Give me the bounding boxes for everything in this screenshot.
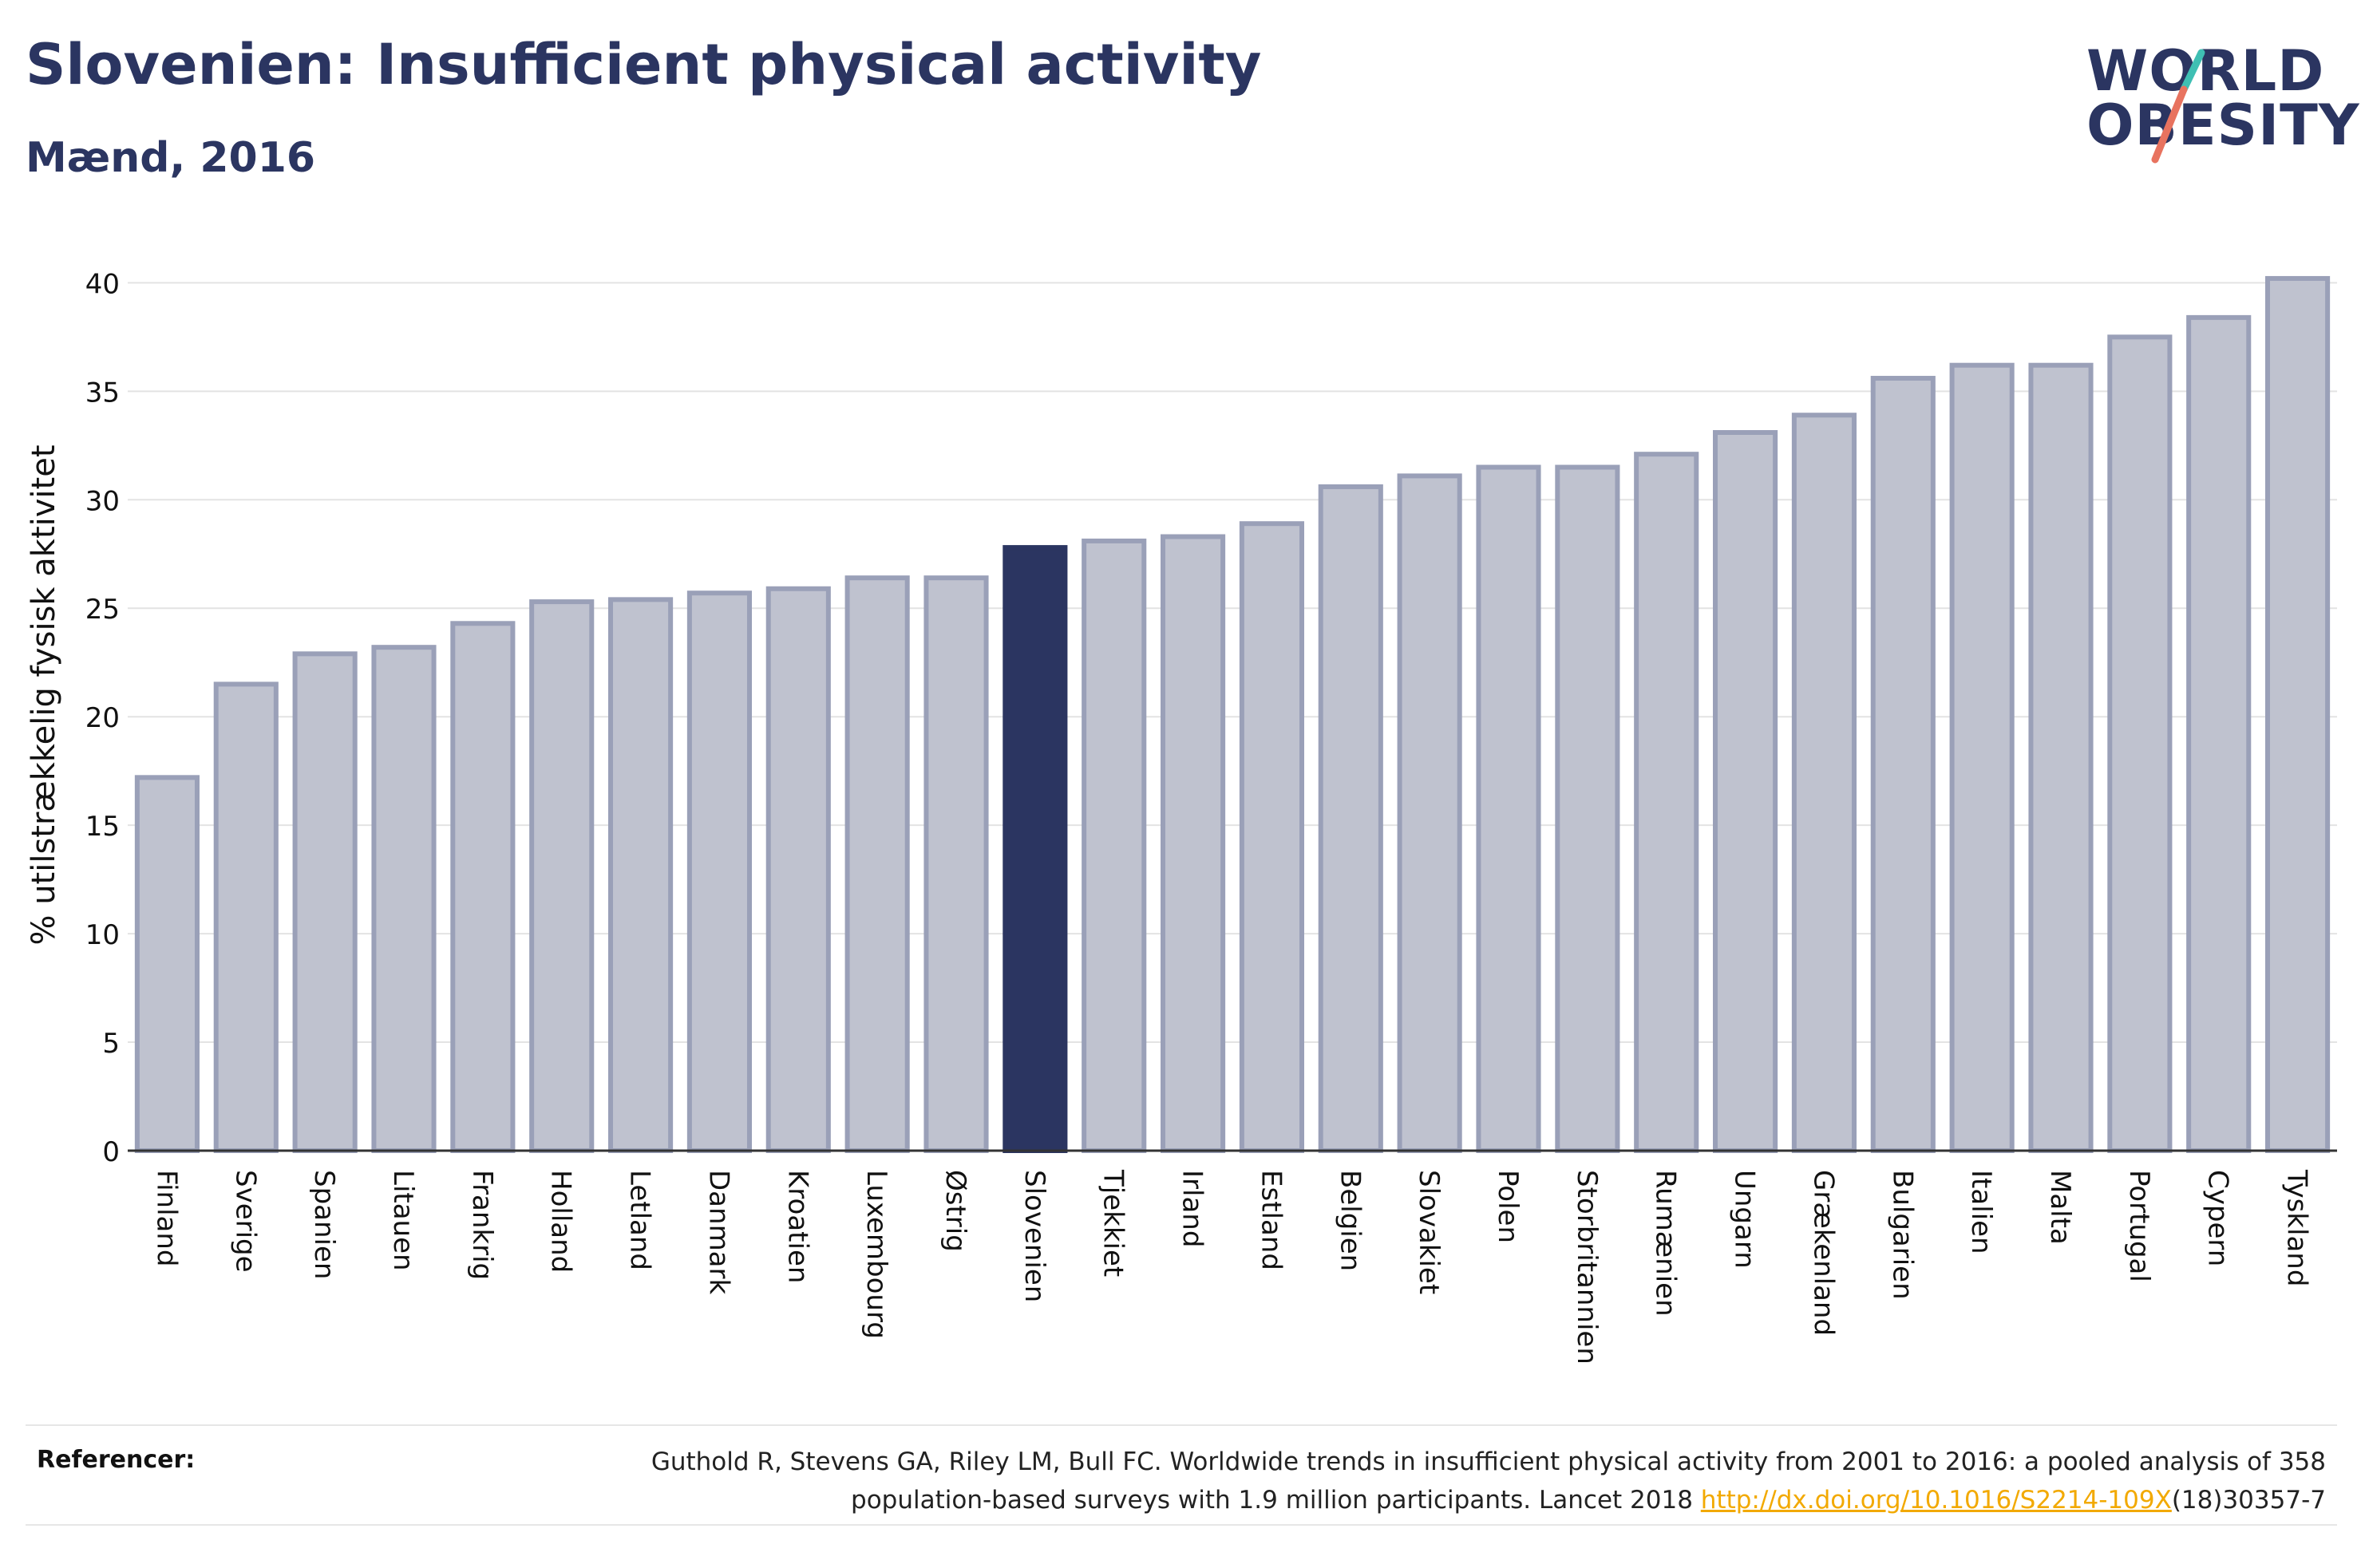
bar-holland <box>529 599 595 1153</box>
bar-luxembourg <box>844 575 910 1153</box>
x-tick-label: Frankrig <box>466 1170 498 1280</box>
x-tick-label: Kroatien <box>781 1170 813 1283</box>
x-tick-label: Holland <box>545 1170 577 1273</box>
bar-danmark <box>686 590 752 1153</box>
x-tick-label: Cypern <box>2202 1170 2234 1266</box>
bar-belgien <box>1318 484 1383 1153</box>
reference-line-1: Guthold R, Stevens GA, Riley LM, Bull FC… <box>651 1448 2326 1476</box>
x-tick-label: Slovakiet <box>1413 1170 1445 1294</box>
y-tick-label: 15 <box>85 811 120 843</box>
bar-irland <box>1161 534 1226 1153</box>
logo-line-1: WORLD <box>2086 38 2325 104</box>
bar-chart: 0 5 10 15 20 25 30 35 40 Finland Sverige Spanien Li… <box>26 268 2337 1365</box>
y-axis-ticks: 0 5 10 15 20 25 30 35 40 <box>85 268 120 1168</box>
x-tick-label: Polen <box>1492 1170 1524 1243</box>
x-tick-label: Danmark <box>702 1170 734 1294</box>
x-tick-label: Tjekkiet <box>1097 1169 1129 1277</box>
x-tick-label: Ungarn <box>1729 1170 1761 1269</box>
references-text: Guthold R, Stevens GA, Riley LM, Bull FC… <box>490 1443 2326 1519</box>
bar-malta <box>2028 362 2094 1153</box>
x-tick-label: Irland <box>1177 1170 1208 1247</box>
logo-slash-icon <box>2151 49 2205 164</box>
y-tick-label: 0 <box>102 1136 120 1168</box>
chart-subtitle: Mænd, 2016 <box>26 134 316 182</box>
x-tick-label: Malta <box>2044 1170 2076 1245</box>
x-tick-label: Bulgarien <box>1886 1170 1918 1300</box>
x-tick-label: Belgien <box>1334 1170 1366 1271</box>
bar-italien <box>1949 362 2015 1153</box>
bar-spanien <box>292 651 358 1153</box>
logo-line-2: OBESITY <box>2086 93 2360 158</box>
x-tick-label: Litauen <box>387 1170 419 1271</box>
x-tick-label: Grækenland <box>1807 1170 1839 1336</box>
y-tick-label: 20 <box>85 702 120 734</box>
bar-polen <box>1476 464 1541 1153</box>
bar-rumænien <box>1634 452 1699 1153</box>
bar-tjekkiet <box>1082 538 1147 1153</box>
y-tick-label: 40 <box>85 268 120 300</box>
bar-tyskland <box>2265 275 2331 1153</box>
bar-slovakiet <box>1397 473 1462 1153</box>
reference-line-2: population-based surveys with 1.9 millio… <box>851 1486 1701 1515</box>
x-tick-label: Rumænien <box>1650 1170 1682 1317</box>
bar-estland <box>1239 521 1304 1153</box>
bar-østrig <box>923 575 989 1153</box>
y-tick-label: 25 <box>85 594 120 626</box>
x-tick-label: Østrig <box>939 1170 971 1252</box>
bar-portugal <box>2107 334 2173 1154</box>
y-tick-label: 10 <box>85 919 120 951</box>
references-label: Referencer: <box>37 1446 196 1474</box>
x-tick-label: Tyskland <box>2281 1169 2313 1286</box>
x-tick-label: Slovenien <box>1018 1170 1050 1302</box>
bar-grækenland <box>1791 413 1857 1153</box>
x-tick-label: Estland <box>1255 1170 1287 1270</box>
y-axis-label: % utilstrækkelig fysisk aktivitet <box>26 444 62 945</box>
reference-doi-link[interactable]: http://dx.doi.org/10.1016/S2214-109X <box>1700 1486 2172 1515</box>
footer-divider-top <box>26 1424 2337 1426</box>
bar-cypern <box>2186 314 2252 1153</box>
bar-bulgarien <box>1870 376 1936 1153</box>
x-tick-label: Italien <box>1965 1170 1997 1254</box>
chart-title: Slovenien: Insufficient physical activit… <box>26 32 1262 97</box>
footer-divider-bottom <box>26 1524 2337 1526</box>
x-tick-label: Portugal <box>2123 1170 2155 1282</box>
bar-finland <box>134 775 200 1153</box>
bar-storbritannien <box>1555 464 1620 1153</box>
bar-letland <box>608 597 674 1153</box>
bar-litauen <box>371 645 437 1153</box>
bar-slovenien <box>1003 545 1068 1153</box>
y-tick-label: 30 <box>85 485 120 517</box>
x-tick-label: Spanien <box>308 1170 340 1279</box>
bar-ungarn <box>1713 429 1778 1153</box>
x-axis-labels: Finland Sverige Spanien Litauen Frankrig Holl… <box>150 1169 2312 1365</box>
y-tick-label: 5 <box>102 1028 120 1060</box>
x-tick-label: Luxembourg <box>860 1170 892 1339</box>
bar-sverige <box>213 681 279 1153</box>
x-tick-label: Finland <box>150 1170 182 1267</box>
bar-kroatien <box>765 586 831 1153</box>
bar-frankrig <box>450 621 516 1153</box>
y-tick-label: 35 <box>85 377 120 409</box>
world-obesity-logo: WORLD OBESITY <box>2075 24 2359 176</box>
x-tick-label: Sverige <box>229 1170 261 1273</box>
reference-line-2-end: (18)30357-7 <box>2171 1486 2326 1515</box>
x-tick-label: Storbritannien <box>1571 1170 1603 1365</box>
bars <box>134 275 2331 1154</box>
x-tick-label: Letland <box>624 1170 656 1270</box>
